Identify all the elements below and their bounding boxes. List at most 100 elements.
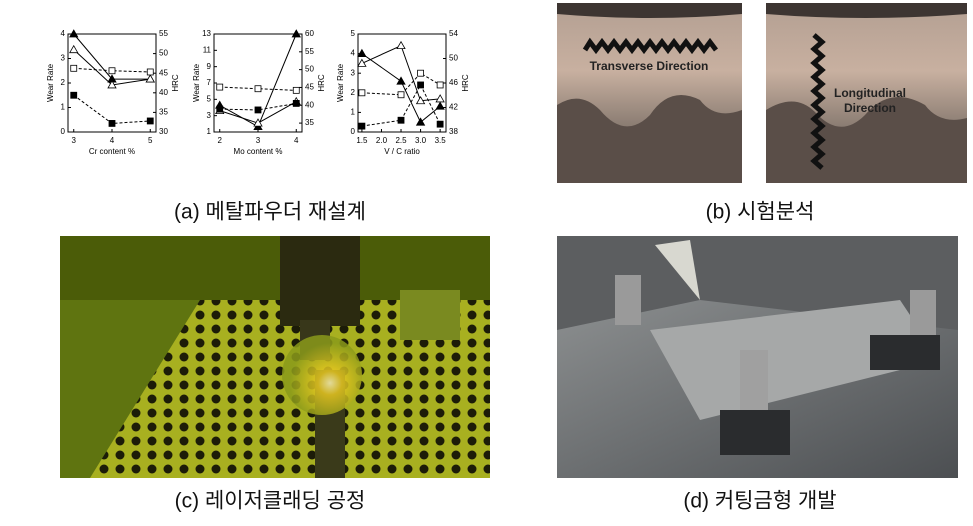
photo-cutting-die <box>557 236 958 478</box>
photo-transverse <box>557 3 742 183</box>
x-tick-label: 2.5 <box>395 136 407 145</box>
y-tick-label: 4 <box>351 49 356 58</box>
marker-square <box>254 85 262 93</box>
x-tick-label: 2.0 <box>376 136 388 145</box>
series-line <box>361 44 441 102</box>
marker-triangle <box>396 76 406 85</box>
marker-triangle <box>107 80 117 89</box>
marker-triangle <box>415 117 426 126</box>
x-tick-label: 5 <box>148 136 153 145</box>
y2-tick-label: 55 <box>159 29 168 38</box>
y2-tick-label: 40 <box>159 88 168 97</box>
photo-label: Transverse Direction <box>590 59 709 73</box>
series-line <box>361 53 441 123</box>
y2-tick-label: 35 <box>159 108 168 117</box>
x-axis-label: Mo content % <box>234 147 283 156</box>
x-axis-label: Cr content % <box>89 147 135 156</box>
y-tick-label: 3 <box>61 54 66 63</box>
y-tick-label: 2 <box>351 88 356 97</box>
series-line <box>219 86 297 91</box>
x-tick-label: 3.0 <box>415 136 427 145</box>
caption: (b) 시험분석 <box>706 201 815 224</box>
marker-square <box>292 100 300 107</box>
marker-square <box>436 120 444 128</box>
x-axis-label: V / C ratio <box>384 147 420 156</box>
y-axis-label: Wear Rate <box>46 63 55 102</box>
y-tick-label: 3 <box>351 68 356 77</box>
marker-square <box>417 81 424 89</box>
y-tick-label: 3 <box>207 111 212 120</box>
marker-square <box>397 116 405 124</box>
y2-axis-label: HRC <box>317 74 326 92</box>
photo-label: Longitudinal Direction <box>834 86 906 115</box>
marker-square <box>397 91 405 99</box>
y2-tick-label: 40 <box>305 100 314 109</box>
marker-square <box>436 81 444 89</box>
x-tick-label: 4 <box>294 136 299 145</box>
x-tick-label: 3 <box>72 136 77 145</box>
marker-square <box>70 91 78 99</box>
x-tick-label: 3.5 <box>435 136 447 145</box>
y-tick-label: 11 <box>203 45 212 54</box>
x-tick-label: 4 <box>110 136 115 145</box>
marker-square <box>70 64 78 72</box>
photo-longitudinal <box>766 3 967 183</box>
marker-square <box>417 69 424 77</box>
marker-triangle <box>69 29 79 38</box>
marker-square <box>292 86 300 94</box>
y2-tick-label: 50 <box>449 54 458 63</box>
marker-square <box>358 122 366 130</box>
marker-triangle <box>291 29 301 38</box>
plot-frame <box>213 33 303 133</box>
marker-square <box>216 105 224 113</box>
caption: (d) 커팅금형 개발 <box>683 490 836 513</box>
y-axis-label: Wear Rate <box>336 63 345 102</box>
marker-triangle <box>357 58 367 67</box>
series-line <box>73 67 151 73</box>
y-axis-label: Wear Rate <box>192 63 201 102</box>
y2-tick-label: 45 <box>159 68 168 77</box>
y2-axis-label: HRC <box>461 74 470 92</box>
marker-triangle <box>396 40 406 50</box>
y2-axis-label: HRC <box>171 74 180 92</box>
marker-triangle <box>69 44 79 54</box>
y-tick-label: 0 <box>61 127 66 136</box>
marker-square <box>108 67 116 75</box>
y-tick-label: 4 <box>61 29 66 38</box>
y2-tick-label: 54 <box>449 29 458 38</box>
y2-tick-label: 45 <box>305 83 314 92</box>
y2-tick-label: 50 <box>305 65 314 74</box>
y-tick-label: 5 <box>351 29 356 38</box>
y-tick-label: 2 <box>61 78 66 87</box>
caption: (a) 메탈파우더 재설계 <box>174 201 366 224</box>
marker-triangle <box>253 118 263 127</box>
series-line <box>361 83 441 127</box>
marker-square <box>146 68 154 76</box>
y-tick-label: 5 <box>207 94 212 103</box>
y-tick-label: 7 <box>207 78 212 87</box>
marker-triangle <box>435 94 445 103</box>
marker-triangle <box>435 101 445 110</box>
marker-triangle <box>415 95 426 105</box>
y2-tick-label: 42 <box>449 103 458 112</box>
y2-tick-label: 30 <box>159 127 168 136</box>
y2-tick-label: 50 <box>159 49 168 58</box>
marker-square <box>108 120 116 127</box>
y2-tick-label: 35 <box>305 118 314 127</box>
series-line <box>219 102 297 111</box>
marker-square <box>216 83 224 91</box>
y-tick-label: 1 <box>351 108 356 117</box>
photo-label-box: Longitudinal Direction <box>834 86 906 115</box>
y-tick-label: 0 <box>351 127 356 136</box>
marker-square <box>146 117 154 125</box>
marker-triangle <box>357 48 367 57</box>
y-tick-label: 1 <box>207 127 212 136</box>
caption: (c) 레이저클래딩 공정 <box>175 490 366 513</box>
marker-square <box>358 89 366 97</box>
y2-tick-label: 55 <box>305 47 314 56</box>
marker-square <box>254 106 262 114</box>
y-tick-label: 13 <box>202 29 211 38</box>
y-tick-label: 9 <box>207 62 212 71</box>
